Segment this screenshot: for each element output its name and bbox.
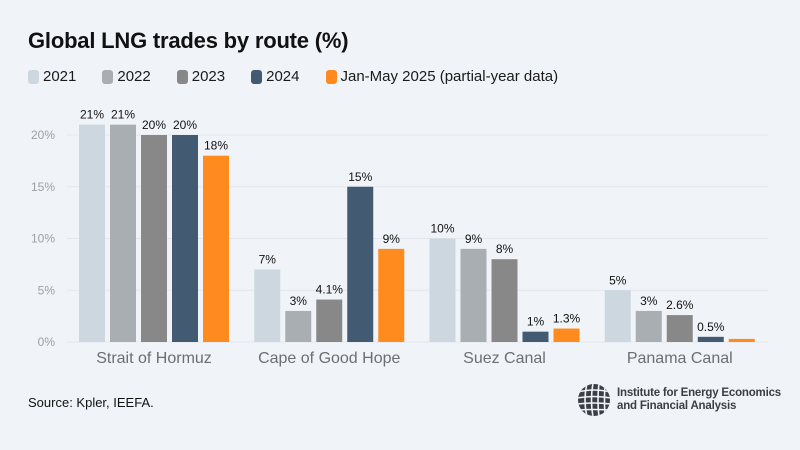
y-tick-label: 0% xyxy=(38,335,56,349)
legend-label: 2023 xyxy=(191,68,226,85)
bar xyxy=(666,315,693,342)
bar xyxy=(79,124,105,343)
bar xyxy=(429,238,456,342)
data-label: 9% xyxy=(383,232,401,246)
legend-item-2021: 2021 xyxy=(28,68,76,85)
bar xyxy=(491,259,518,342)
bar xyxy=(285,310,312,342)
bar xyxy=(203,155,229,342)
bar xyxy=(635,310,662,342)
legend: 2021 2022 2023 2024 Jan-May 2025 (partia… xyxy=(28,68,584,85)
data-label: 15% xyxy=(348,170,372,184)
bar xyxy=(141,135,167,342)
data-label: 1% xyxy=(527,315,545,329)
x-category-label: Suez Canal xyxy=(463,350,546,367)
y-tick-label: 15% xyxy=(31,180,55,194)
legend-label: Jan-May 2025 (partial-year data) xyxy=(340,68,559,85)
legend-item-2024: 2024 xyxy=(251,68,300,85)
bar xyxy=(522,331,549,342)
bar xyxy=(254,269,281,342)
y-tick-label: 5% xyxy=(38,283,56,297)
bar xyxy=(697,336,724,342)
legend-item-2023: 2023 xyxy=(176,68,226,85)
data-label: 0.5% xyxy=(697,320,725,334)
bar xyxy=(316,299,343,342)
legend-label: 2021 xyxy=(43,68,77,85)
x-category-label: Panama Canal xyxy=(627,350,733,367)
data-label: 7% xyxy=(259,253,277,267)
data-label: 18% xyxy=(204,139,228,153)
bar xyxy=(110,124,136,343)
legend-swatch xyxy=(251,69,263,84)
bar xyxy=(728,338,755,342)
legend-item-2022: 2022 xyxy=(102,68,151,85)
logo-line-1: Institute for Energy Economics xyxy=(617,387,781,399)
data-label: 8% xyxy=(496,242,514,256)
data-label: 21% xyxy=(80,108,104,122)
bar xyxy=(378,248,405,342)
data-label: 20% xyxy=(142,118,166,132)
source-note: Source: Kpler, IEEFA. xyxy=(28,395,154,410)
bar xyxy=(347,186,374,342)
bar xyxy=(553,328,580,342)
data-label: 2.6% xyxy=(666,298,694,312)
legend-swatch xyxy=(102,69,114,84)
data-label: 3% xyxy=(640,294,658,308)
logo-line-2: and Financial Analysis xyxy=(617,400,737,412)
data-label: 4.1% xyxy=(316,283,344,297)
data-label: 20% xyxy=(173,118,197,132)
x-category-label: Strait of Hormuz xyxy=(96,350,212,367)
x-category-label: Cape of Good Hope xyxy=(258,350,400,367)
bar xyxy=(604,290,631,342)
ieefa-logo: Institute for Energy Economics and Finan… xyxy=(577,383,781,417)
legend-label: 2022 xyxy=(117,68,151,85)
legend-swatch xyxy=(176,69,188,84)
legend-swatch xyxy=(28,69,39,84)
data-label: 3% xyxy=(290,294,308,308)
legend-swatch xyxy=(325,69,337,84)
data-label: 21% xyxy=(111,108,135,122)
bar xyxy=(172,135,198,342)
chart-title: Global LNG trades by route (%) xyxy=(28,28,349,53)
legend-label: 2024 xyxy=(266,68,300,85)
globe-icon xyxy=(578,384,610,416)
logo-text: Institute for Energy Economics and Finan… xyxy=(617,387,781,413)
bar xyxy=(460,248,487,342)
y-tick-label: 10% xyxy=(31,232,55,246)
y-tick-label: 20% xyxy=(31,128,55,142)
data-label: 5% xyxy=(609,273,627,287)
data-label: 9% xyxy=(465,232,483,246)
data-label: 10% xyxy=(430,222,454,236)
data-label: 1.3% xyxy=(553,312,581,326)
legend-item-2025: Jan-May 2025 (partial-year data) xyxy=(325,68,559,85)
